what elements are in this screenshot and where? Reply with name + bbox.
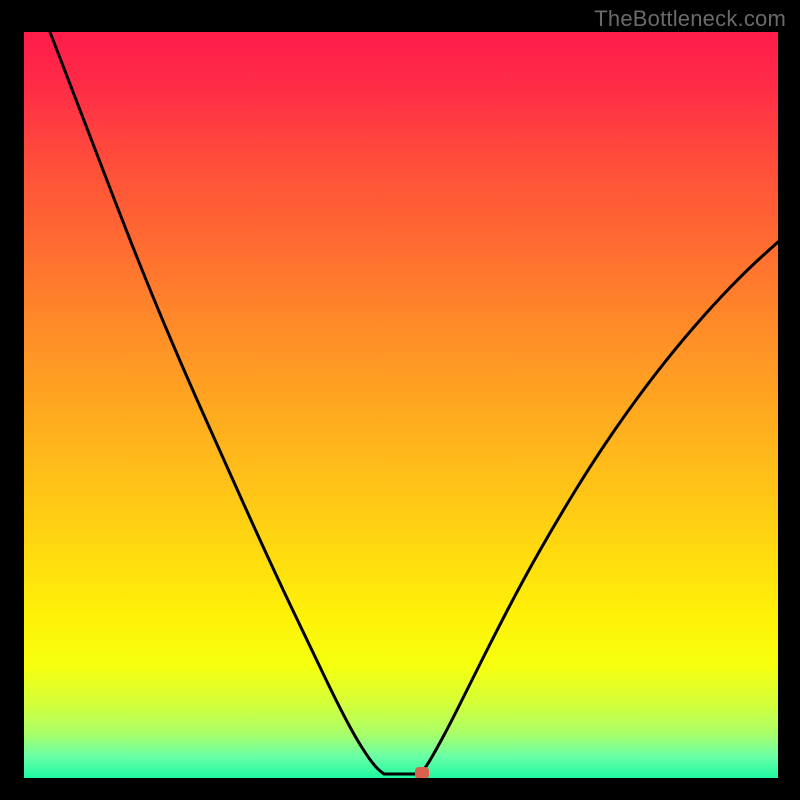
optimum-marker (415, 767, 429, 778)
watermark-text: TheBottleneck.com (594, 6, 786, 32)
plot-area (24, 32, 778, 778)
curve-path (50, 32, 778, 774)
bottleneck-curve (24, 32, 778, 778)
